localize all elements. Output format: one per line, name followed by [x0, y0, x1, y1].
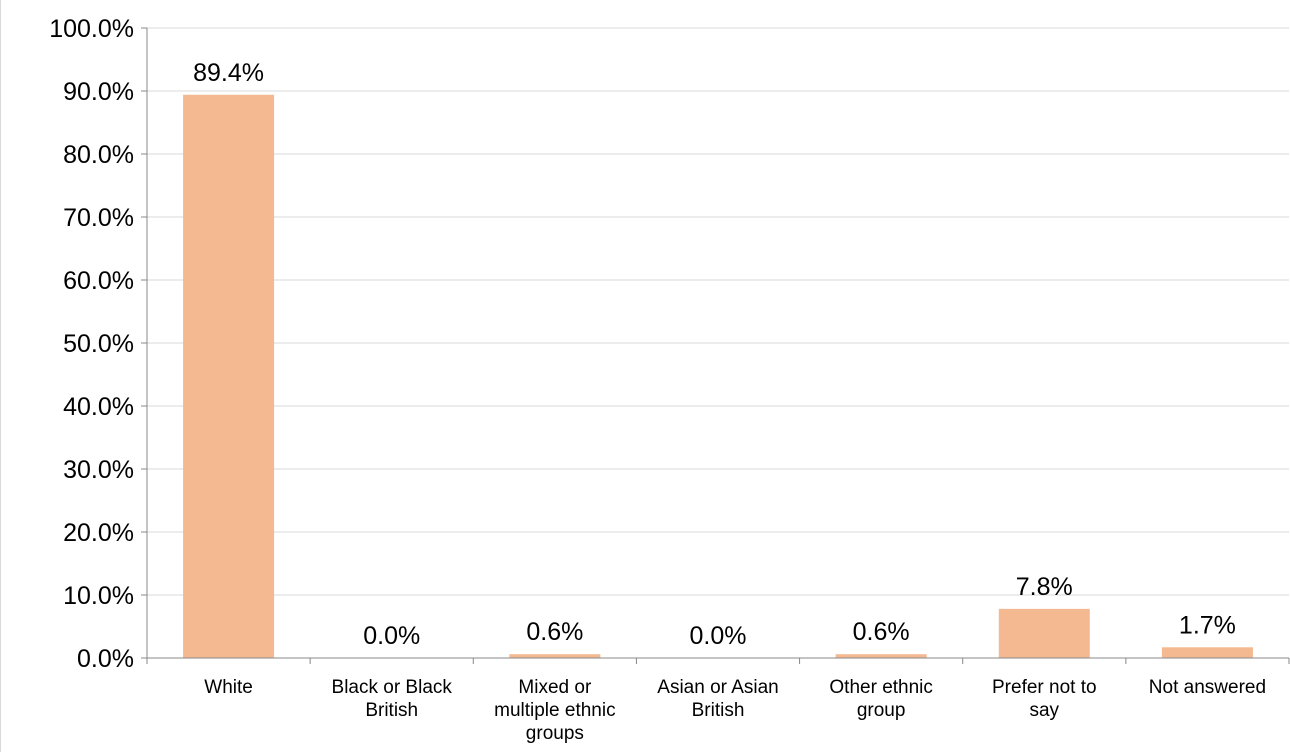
data-label: 0.6% — [526, 618, 583, 646]
bar — [1161, 647, 1253, 658]
x-category-label-line: White — [204, 677, 253, 698]
data-label: 89.4% — [193, 59, 264, 87]
bar — [835, 654, 927, 658]
x-category-label-line: Prefer not to — [992, 677, 1097, 698]
y-tick-label: 50.0% — [63, 330, 134, 358]
axes — [141, 27, 1290, 664]
y-tick-label: 0.0% — [77, 645, 134, 673]
y-tick-label: 20.0% — [63, 519, 134, 547]
data-label: 0.6% — [853, 618, 910, 646]
x-category-label-line: group — [857, 700, 906, 721]
data-label: 1.7% — [1179, 611, 1236, 639]
y-tick-labels: 0.0% 10.0% 20.0% 30.0% 40.0% 50.0% 60.0% 70.0% 8… — [49, 15, 134, 673]
bar — [509, 654, 601, 658]
x-category-label: Mixed or multiple ethnic groups — [494, 677, 615, 744]
data-label: 0.0% — [690, 622, 747, 650]
bar — [998, 608, 1090, 658]
bars — [183, 94, 1253, 658]
y-tick-label: 10.0% — [63, 582, 134, 610]
x-category-label: Asian or Asian British — [657, 677, 778, 721]
x-category-label-line: say — [1029, 700, 1059, 721]
x-category-label: Not answered — [1149, 677, 1266, 698]
x-category-label-line: multiple ethnic — [494, 700, 615, 721]
y-tick-label: 100.0% — [49, 15, 134, 43]
x-category-label: Other ethnic group — [829, 677, 933, 721]
x-category-label: Black or Black British — [332, 677, 453, 721]
gridlines — [147, 27, 1289, 596]
y-tick-label: 70.0% — [63, 204, 134, 232]
y-tick-label: 80.0% — [63, 141, 134, 169]
x-category-label-line: Mixed or — [518, 677, 592, 698]
x-category-label-line: British — [365, 700, 418, 721]
y-tick-label: 60.0% — [63, 267, 134, 295]
data-label: 0.0% — [363, 622, 420, 650]
bar — [183, 94, 275, 658]
x-category-label: Prefer not to say — [992, 677, 1097, 721]
y-tick-label: 30.0% — [63, 456, 134, 484]
x-category-label-line: groups — [526, 723, 584, 744]
y-tick-label: 40.0% — [63, 393, 134, 421]
x-category-label-line: Other ethnic — [829, 677, 933, 698]
x-category-label-line: Black or Black — [332, 677, 453, 698]
x-category-label: White — [204, 677, 253, 698]
x-category-label-line: Not answered — [1149, 677, 1266, 698]
data-labels: 89.4% 0.0% 0.6% 0.0% 0.6% 7.8% 1.7% — [193, 59, 1236, 650]
x-category-label-line: British — [692, 700, 745, 721]
y-tick-label: 90.0% — [63, 78, 134, 106]
data-label: 7.8% — [1016, 573, 1073, 601]
x-category-label-line: Asian or Asian — [657, 677, 778, 698]
